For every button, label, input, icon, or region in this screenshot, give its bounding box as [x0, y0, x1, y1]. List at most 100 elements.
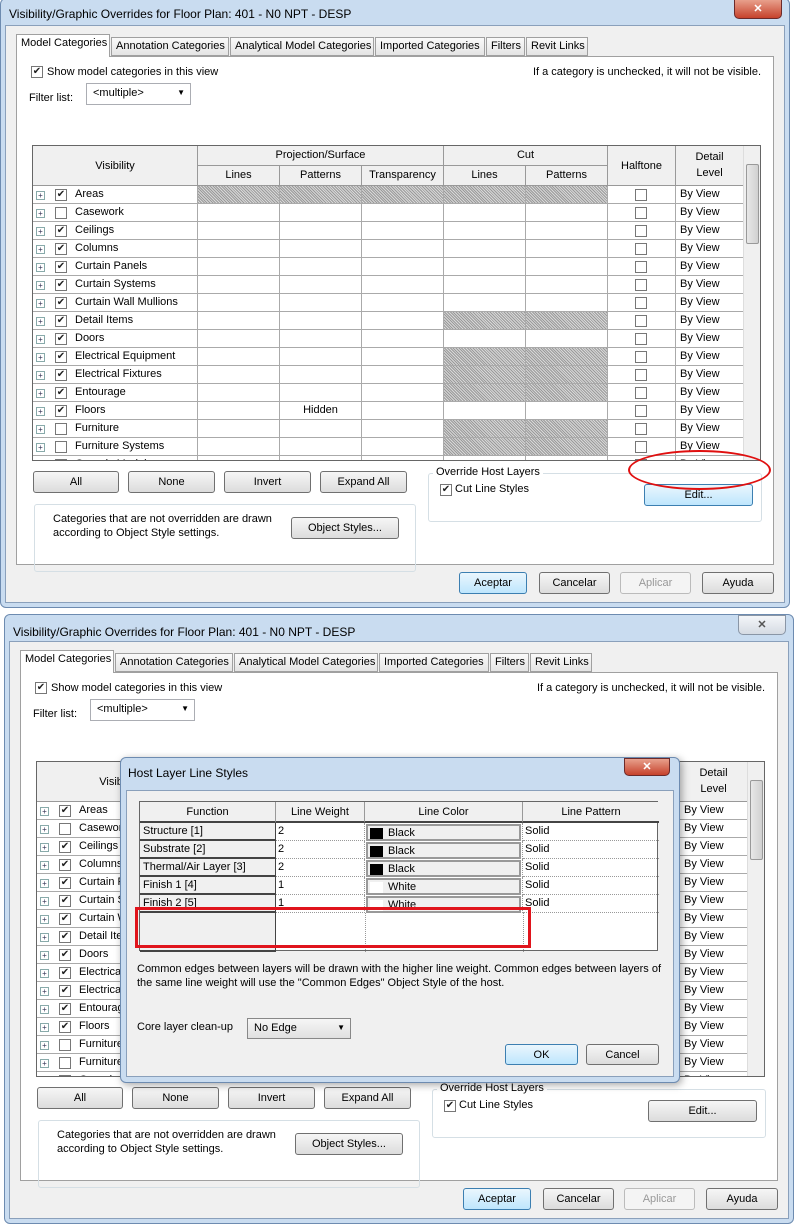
- override-cell[interactable]: [444, 384, 526, 402]
- line-color-button[interactable]: Black: [366, 860, 521, 877]
- category-checkbox[interactable]: ✔: [59, 859, 71, 871]
- detail-level-cell[interactable]: By View: [676, 276, 744, 294]
- expand-plus-icon[interactable]: +: [36, 281, 45, 290]
- expand-plus-icon[interactable]: +: [36, 407, 45, 416]
- expand-plus-icon[interactable]: +: [40, 1041, 49, 1050]
- category-row[interactable]: + Furniture By View: [33, 420, 744, 438]
- scrollbar-thumb[interactable]: [746, 164, 759, 244]
- detail-level-cell[interactable]: By View: [676, 294, 744, 312]
- category-row[interactable]: + Casework By View: [33, 204, 744, 222]
- detail-level-cell[interactable]: By View: [676, 402, 744, 420]
- override-cell[interactable]: [444, 402, 526, 420]
- category-checkbox[interactable]: [55, 459, 67, 460]
- detail-level-cell[interactable]: By View: [680, 928, 748, 946]
- line-color-button[interactable]: Black: [366, 824, 521, 841]
- tab-filters[interactable]: Filters: [486, 37, 525, 56]
- halftone-checkbox[interactable]: [635, 369, 647, 381]
- close-button[interactable]: ✕: [738, 615, 786, 635]
- override-cell[interactable]: [362, 366, 444, 384]
- table-scrollbar[interactable]: [747, 762, 764, 1076]
- override-cell[interactable]: [280, 204, 362, 222]
- detail-level-cell[interactable]: By View: [680, 802, 748, 820]
- override-cell[interactable]: [444, 438, 526, 456]
- expand-plus-icon[interactable]: +: [40, 897, 49, 906]
- expand-plus-icon[interactable]: +: [36, 191, 45, 200]
- expand-plus-icon[interactable]: +: [36, 317, 45, 326]
- line-color-button[interactable]: Black: [366, 842, 521, 859]
- expand-plus-icon[interactable]: +: [40, 1059, 49, 1068]
- halftone-checkbox[interactable]: [635, 189, 647, 201]
- category-checkbox[interactable]: ✔: [59, 1021, 71, 1033]
- override-cell[interactable]: [280, 438, 362, 456]
- override-cell[interactable]: [198, 330, 280, 348]
- category-row[interactable]: + ✔ Electrical Fixtures By View: [33, 366, 744, 384]
- override-cell[interactable]: [198, 438, 280, 456]
- category-checkbox[interactable]: ✔: [55, 387, 67, 399]
- detail-level-cell[interactable]: By View: [676, 258, 744, 276]
- expand-plus-icon[interactable]: +: [36, 371, 45, 380]
- halftone-checkbox[interactable]: [635, 297, 647, 309]
- override-cell[interactable]: [280, 222, 362, 240]
- halftone-checkbox[interactable]: [635, 207, 647, 219]
- override-cell[interactable]: [362, 384, 444, 402]
- halftone-checkbox[interactable]: [635, 279, 647, 291]
- override-cell[interactable]: [362, 438, 444, 456]
- detail-level-cell[interactable]: By View: [676, 204, 744, 222]
- override-cell[interactable]: [280, 348, 362, 366]
- category-checkbox[interactable]: [55, 441, 67, 453]
- edit-button[interactable]: Edit...: [648, 1100, 757, 1122]
- expand-plus-icon[interactable]: +: [36, 209, 45, 218]
- override-cell[interactable]: [444, 312, 526, 330]
- line-pattern-cell[interactable]: Solid: [523, 895, 659, 913]
- override-cell[interactable]: [526, 384, 608, 402]
- tab-annotation-categories[interactable]: Annotation Categories: [111, 37, 229, 56]
- override-cell[interactable]: [526, 258, 608, 276]
- expand-plus-icon[interactable]: +: [36, 245, 45, 254]
- override-cell[interactable]: [526, 438, 608, 456]
- line-color-button[interactable]: White: [366, 878, 521, 895]
- aplicar-button[interactable]: Aplicar: [620, 572, 691, 594]
- category-row[interactable]: + ✔ Ceilings By View: [33, 222, 744, 240]
- all-button[interactable]: All: [37, 1087, 123, 1109]
- detail-level-cell[interactable]: By View: [680, 874, 748, 892]
- close-button[interactable]: ✕: [734, 0, 782, 19]
- category-row[interactable]: + ✔ Curtain Wall Mullions By View: [33, 294, 744, 312]
- override-cell[interactable]: [362, 204, 444, 222]
- override-cell[interactable]: [444, 348, 526, 366]
- detail-level-cell[interactable]: By View: [676, 186, 744, 204]
- detail-level-cell[interactable]: By View: [680, 982, 748, 1000]
- override-cell[interactable]: [362, 348, 444, 366]
- override-cell[interactable]: [526, 366, 608, 384]
- aceptar-button[interactable]: Aceptar: [459, 572, 527, 594]
- detail-level-cell[interactable]: By View: [680, 892, 748, 910]
- invert-button[interactable]: Invert: [228, 1087, 315, 1109]
- detail-level-cell[interactable]: By View: [680, 856, 748, 874]
- detail-level-cell[interactable]: By View: [676, 348, 744, 366]
- override-cell[interactable]: [362, 186, 444, 204]
- override-cell[interactable]: [198, 366, 280, 384]
- detail-level-cell[interactable]: By View: [680, 1018, 748, 1036]
- tab-model-categories[interactable]: Model Categories: [16, 34, 110, 57]
- category-checkbox[interactable]: ✔: [55, 279, 67, 291]
- expand-plus-icon[interactable]: +: [36, 227, 45, 236]
- tab-analytical-model-categories[interactable]: Analytical Model Categories: [230, 37, 374, 56]
- none-button[interactable]: None: [132, 1087, 219, 1109]
- scrollbar-thumb[interactable]: [750, 780, 763, 860]
- override-cell[interactable]: [198, 222, 280, 240]
- override-cell[interactable]: [526, 276, 608, 294]
- override-cell[interactable]: [362, 456, 444, 460]
- line-weight-cell[interactable]: 2: [276, 823, 365, 841]
- category-checkbox[interactable]: [55, 207, 67, 219]
- override-cell[interactable]: [444, 186, 526, 204]
- expand-plus-icon[interactable]: +: [40, 987, 49, 996]
- category-checkbox[interactable]: ✔: [59, 805, 71, 817]
- host-cancel-button[interactable]: Cancel: [586, 1044, 659, 1065]
- expand-plus-icon[interactable]: +: [36, 389, 45, 398]
- override-cell[interactable]: Hidden: [280, 402, 362, 420]
- override-cell[interactable]: [526, 204, 608, 222]
- detail-level-cell[interactable]: By View: [680, 820, 748, 838]
- expand-plus-icon[interactable]: +: [40, 879, 49, 888]
- override-cell[interactable]: [444, 420, 526, 438]
- line-pattern-cell[interactable]: Solid: [523, 859, 659, 877]
